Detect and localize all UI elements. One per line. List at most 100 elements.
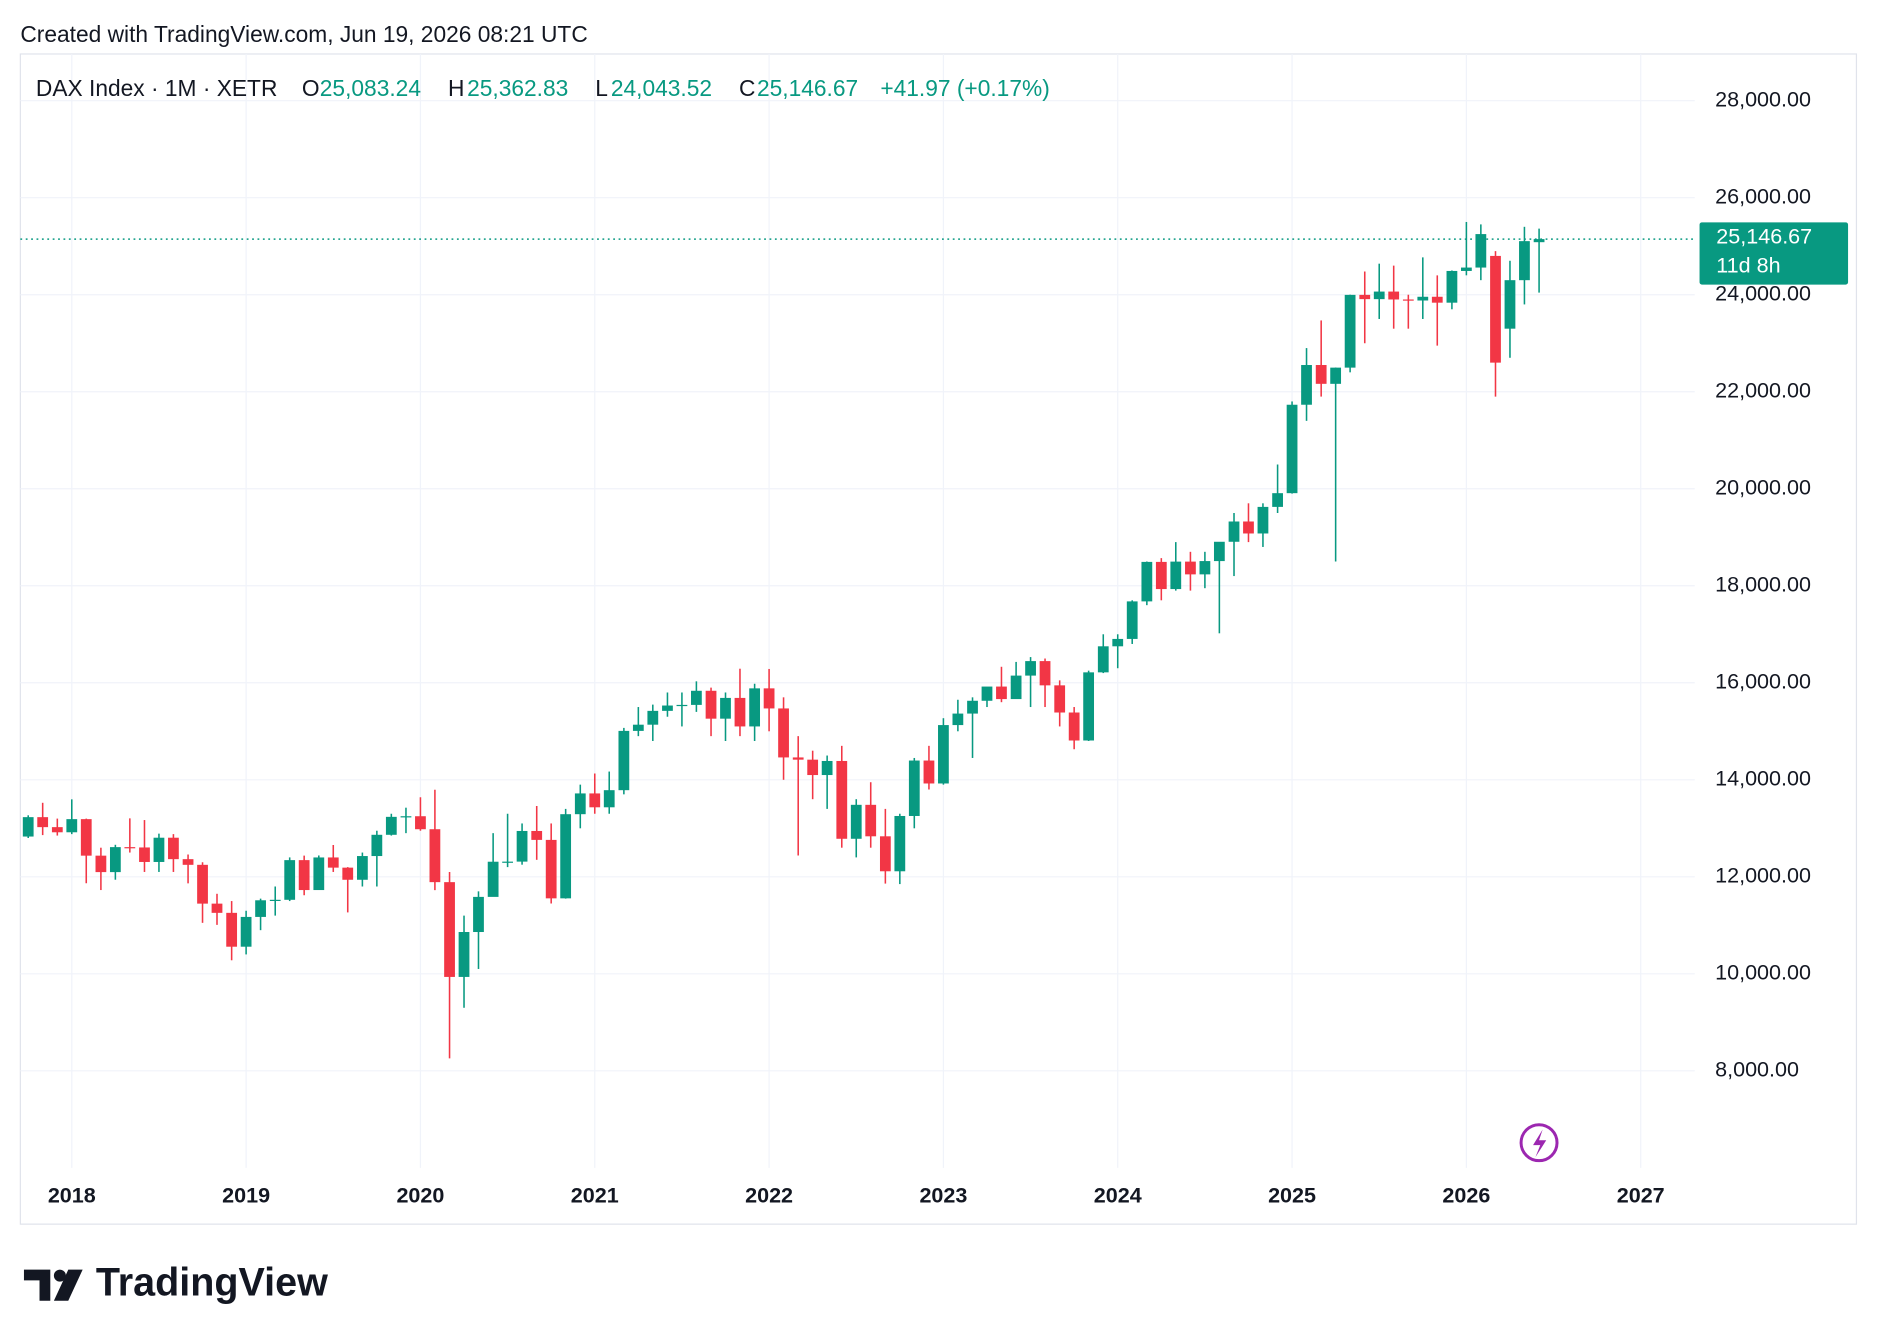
candle-body <box>1272 493 1283 507</box>
candle-body <box>1112 638 1124 647</box>
ohlc-key: O <box>302 75 320 101</box>
candle-body <box>1330 367 1342 384</box>
candle-body <box>502 861 513 863</box>
candle-body <box>51 827 63 833</box>
candle-body <box>865 804 877 837</box>
labels: 8,000.00 10,000.00 12,000.00 14,000.00 16,00… <box>20 86 1849 1207</box>
candle-body <box>545 839 557 899</box>
change: +41.97 (+0.17%) <box>880 75 1049 101</box>
candle-body <box>879 836 891 872</box>
candle-body <box>1533 239 1545 243</box>
candle-body <box>240 916 252 947</box>
logo-shape <box>23 1269 51 1301</box>
x-tick-label: 2024 <box>1094 1182 1142 1207</box>
candle-body <box>1315 365 1327 384</box>
candle-body <box>705 690 717 719</box>
y-tick-label: 22,000.00 <box>1715 377 1811 402</box>
candle-body <box>1431 296 1443 303</box>
symbol: DAX Index · 1M · XETR <box>36 75 277 101</box>
candle-body <box>676 704 688 707</box>
candle-body <box>226 912 238 947</box>
ohlc-key: L <box>595 75 608 101</box>
candle-body <box>952 713 964 726</box>
candle-body <box>255 900 266 917</box>
candle-body <box>313 857 325 891</box>
x-tick-label: 2018 <box>48 1182 96 1207</box>
candle-body <box>139 847 150 862</box>
candle-body <box>894 815 906 872</box>
logo-shape <box>53 1269 83 1301</box>
last-price-box <box>1699 222 1849 285</box>
candle-body <box>996 686 1007 700</box>
candle-body <box>1490 255 1501 363</box>
candle-body <box>1126 601 1138 639</box>
candle-body <box>1460 267 1472 271</box>
candle-body <box>1475 234 1487 268</box>
candle-body <box>923 760 935 784</box>
candle-body <box>124 847 136 849</box>
candle-body <box>1388 291 1400 300</box>
candle-body <box>1170 561 1182 590</box>
candle-body <box>560 814 572 899</box>
lightning-icon[interactable] <box>1519 1123 1559 1163</box>
candle-body <box>342 867 354 880</box>
candle-body <box>1228 521 1240 542</box>
candle-body <box>1359 294 1371 300</box>
candle-body <box>647 710 659 725</box>
candle-body <box>1141 561 1153 602</box>
x-tick-label: 2026 <box>1442 1182 1490 1207</box>
candle-body <box>153 837 165 862</box>
brand: TradingView <box>96 1261 328 1305</box>
candle-body <box>327 857 339 868</box>
candle-body <box>1344 294 1356 368</box>
candle-body <box>1054 685 1066 713</box>
candle-body <box>487 861 499 897</box>
candle-body <box>211 903 223 913</box>
y-tick-label: 14,000.00 <box>1715 765 1811 790</box>
x-tick-label: 2021 <box>571 1182 619 1207</box>
candle-body <box>821 760 833 776</box>
x-tick-label: 2019 <box>222 1182 270 1207</box>
y-tick-label: 8,000.00 <box>1715 1057 1799 1082</box>
candle-body <box>444 882 455 977</box>
ohlc-value: 24,043.52 <box>611 75 712 101</box>
candle-body <box>1155 561 1167 590</box>
y-tick-label: 12,000.00 <box>1715 862 1811 887</box>
y-tick-label: 20,000.00 <box>1715 474 1811 499</box>
candle-body <box>792 757 804 760</box>
candle-body <box>1504 280 1516 329</box>
candle-body <box>182 859 194 865</box>
y-tick-label: 16,000.00 <box>1715 668 1811 693</box>
candle-body <box>473 896 484 933</box>
candle-body <box>1213 541 1225 562</box>
candle-body <box>22 817 34 837</box>
candle-body <box>531 830 543 840</box>
last-price-label: 25,146.67 <box>1716 224 1812 249</box>
candle-body <box>1243 521 1254 534</box>
candle-body <box>1097 646 1109 673</box>
candle-body <box>589 793 601 808</box>
candle-body <box>400 816 412 818</box>
candle-body <box>1373 291 1385 300</box>
candle-body <box>967 700 978 714</box>
x-tick-label: 2025 <box>1268 1182 1316 1207</box>
candle-body <box>66 819 78 833</box>
candles <box>22 221 1545 1059</box>
candle-body <box>908 760 920 816</box>
candle-body <box>429 829 441 883</box>
candle-body <box>749 688 761 727</box>
candle-body <box>778 708 789 758</box>
y-tick-label: 10,000.00 <box>1715 960 1811 985</box>
countdown: 11d 8h <box>1716 252 1780 277</box>
candle-body <box>1402 299 1414 301</box>
candle-body <box>1025 661 1036 676</box>
candle-body <box>981 686 993 701</box>
candle-body <box>632 724 644 731</box>
candle-body <box>516 830 528 862</box>
ohlc-key: H <box>448 75 464 101</box>
candle-body <box>298 860 310 891</box>
candle-body <box>763 688 775 709</box>
ohlc-value: 25,083.24 <box>320 75 421 101</box>
candle-body <box>385 816 397 835</box>
